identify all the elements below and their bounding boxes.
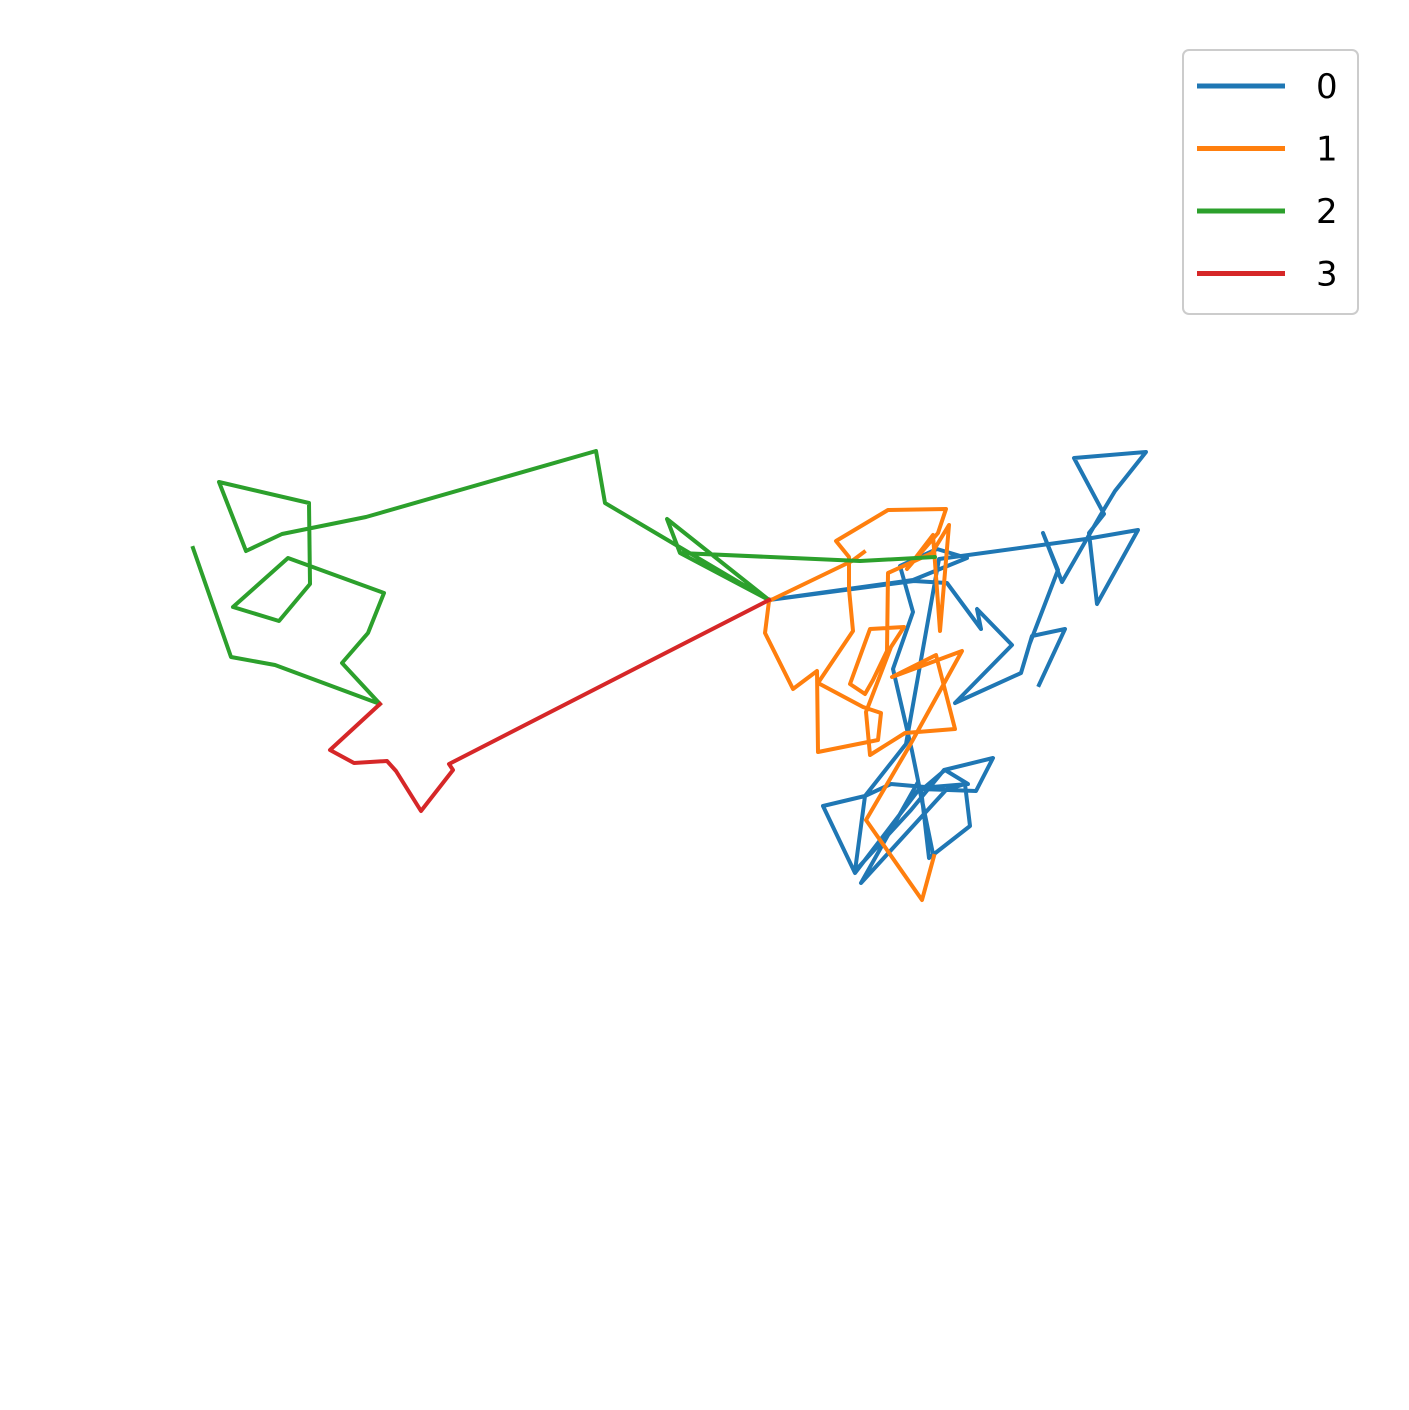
legend-label-0: 0 — [1316, 67, 1338, 107]
plot-area — [190, 449, 1148, 902]
legend-entries: 0 1 2 3 — [1197, 67, 1338, 295]
series-line-0 — [767, 450, 1148, 885]
legend-frame — [1182, 49, 1359, 315]
legend-label-3: 3 — [1316, 255, 1338, 295]
series-line-3 — [328, 597, 772, 813]
legend-label-2: 2 — [1316, 192, 1338, 232]
legend: 0 1 2 3 — [1182, 49, 1359, 315]
legend-label-1: 1 — [1316, 130, 1338, 170]
series-line-1 — [763, 507, 964, 902]
series-line-2 — [190, 449, 937, 707]
